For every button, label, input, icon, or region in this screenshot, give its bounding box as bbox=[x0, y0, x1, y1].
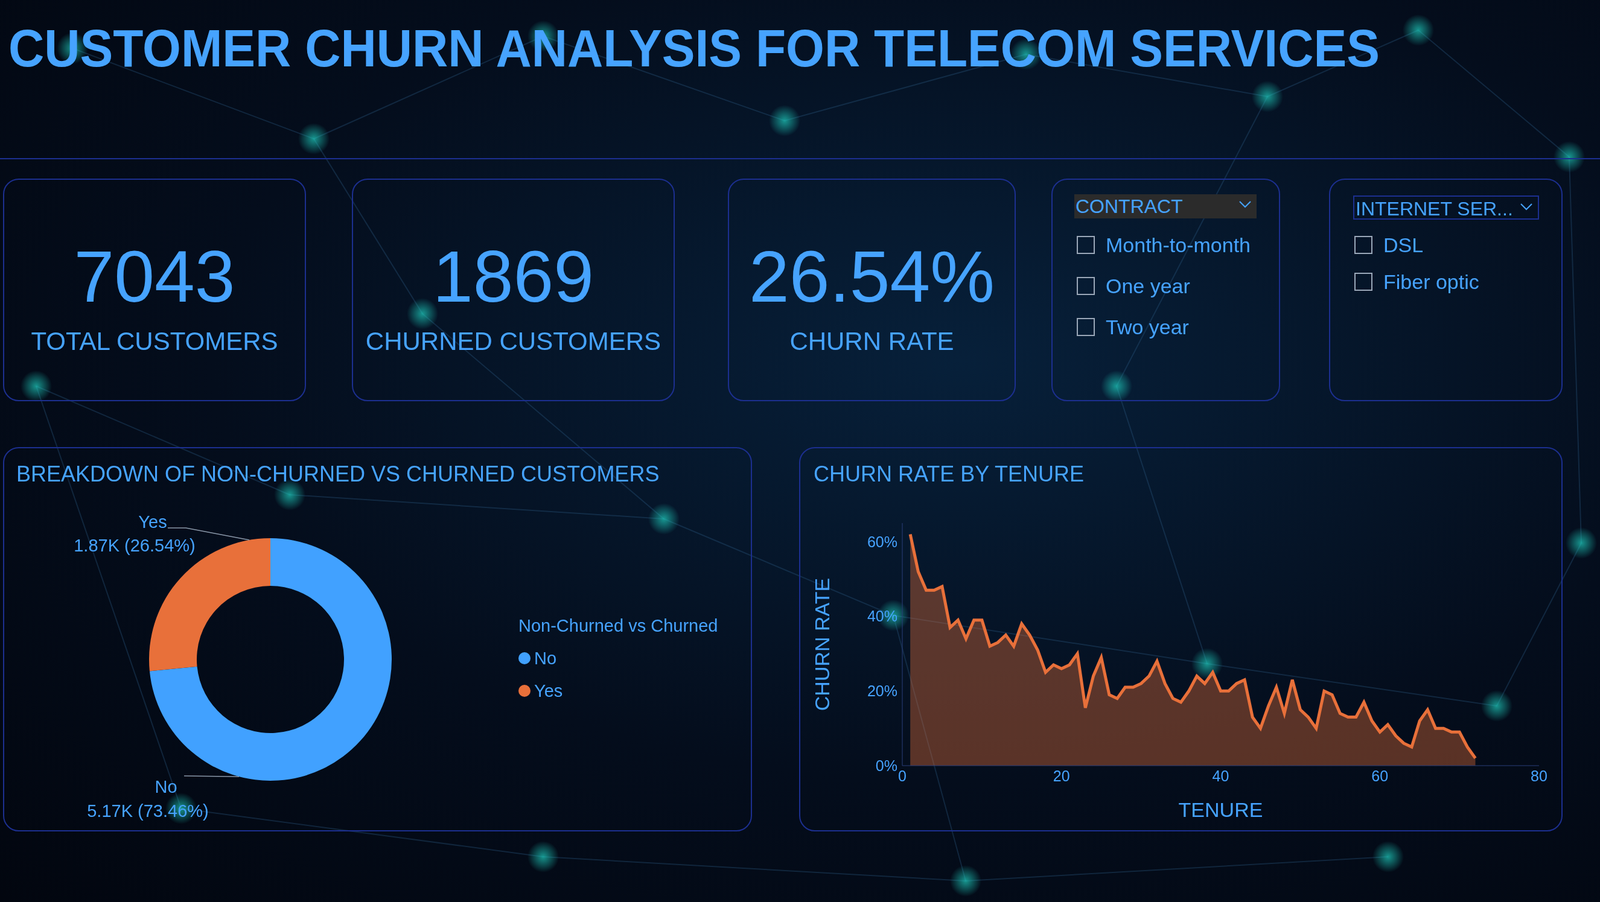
html-text:7043: 7043 bbox=[73, 235, 236, 317]
html-text:Non-Churned vs Churned: Non-Churned vs Churned bbox=[518, 616, 718, 636]
svg-text:0%: 0% bbox=[875, 757, 898, 775]
html-text:No: No bbox=[534, 648, 557, 668]
html-text:Fiber optic: Fiber optic bbox=[1383, 270, 1480, 294]
svg-text:CUSTOMER CHURN ANALYSIS FOR TE: CUSTOMER CHURN ANALYSIS FOR TELECOM SERV… bbox=[8, 18, 1380, 78]
svg-text:0: 0 bbox=[898, 767, 907, 785]
html-text:INTERNET SER...: INTERNET SER... bbox=[1355, 197, 1513, 220]
svg-text:CHURN RATE: CHURN RATE bbox=[810, 578, 834, 711]
html-text:1869: 1869 bbox=[432, 235, 594, 317]
svg-text:40: 40 bbox=[1212, 767, 1230, 785]
svg-text:60%: 60% bbox=[867, 533, 898, 551]
html-text:CONTRACT: CONTRACT bbox=[1075, 195, 1183, 218]
svg-text:80: 80 bbox=[1530, 767, 1548, 785]
html-text:TOTAL CUSTOMERS: TOTAL CUSTOMERS bbox=[31, 327, 278, 356]
svg-text:No: No bbox=[154, 777, 177, 797]
html-text:CHURNED CUSTOMERS: CHURNED CUSTOMERS bbox=[365, 327, 661, 356]
html-text:BREAKDOWN OF NON-CHURNED VS CH: BREAKDOWN OF NON-CHURNED VS CHURNED CUST… bbox=[16, 461, 660, 487]
html-text:DSL: DSL bbox=[1383, 233, 1424, 257]
svg-text:20: 20 bbox=[1053, 767, 1071, 785]
html-text:Month-to-month: Month-to-month bbox=[1105, 233, 1251, 257]
html-text:26.54%: 26.54% bbox=[749, 235, 995, 317]
html-text:Two year: Two year bbox=[1105, 315, 1189, 339]
svg-text:Yes: Yes bbox=[138, 512, 167, 532]
svg-text:60: 60 bbox=[1371, 767, 1389, 785]
html-text:Yes: Yes bbox=[534, 681, 563, 701]
html-text:One year: One year bbox=[1105, 274, 1191, 298]
svg-text:5.17K (73.46%): 5.17K (73.46%) bbox=[86, 801, 209, 821]
html-text:CHURN RATE: CHURN RATE bbox=[789, 327, 954, 356]
html-text:CHURN RATE BY TENURE: CHURN RATE BY TENURE bbox=[813, 461, 1085, 487]
svg-text:40%: 40% bbox=[867, 607, 898, 625]
svg-text:20%: 20% bbox=[867, 682, 898, 700]
svg-text:TENURE: TENURE bbox=[1178, 798, 1264, 822]
svg-text:1.87K (26.54%): 1.87K (26.54%) bbox=[73, 535, 196, 556]
